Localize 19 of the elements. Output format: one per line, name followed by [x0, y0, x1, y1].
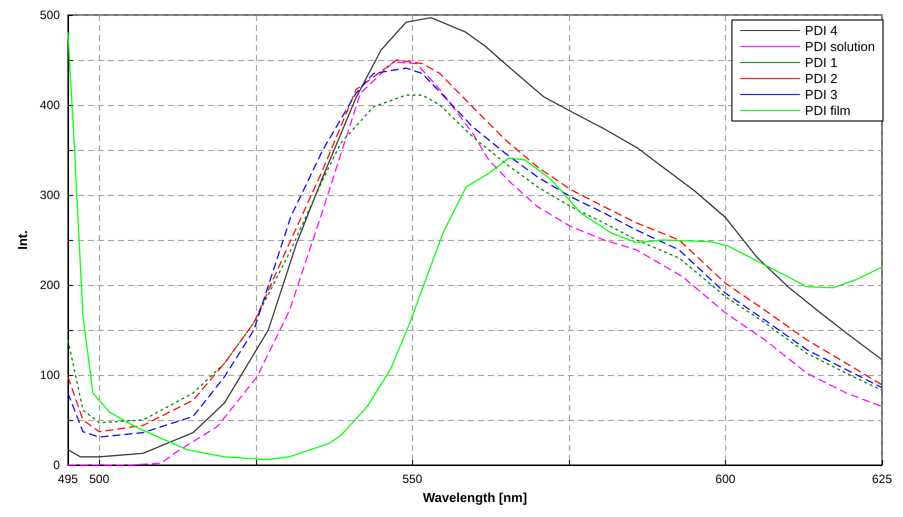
x-tick-label: 550	[402, 472, 423, 486]
x-axis-title: Wavelength [nm]	[422, 490, 528, 505]
legend-label: PDI 3	[804, 87, 838, 102]
legend-label: PDI film	[804, 103, 850, 118]
y-tick-label: 200	[40, 278, 60, 292]
legend-label: PDI 2	[804, 71, 838, 86]
y-axis-title: Int.	[15, 230, 30, 250]
legend-label: PDI solution	[804, 39, 876, 54]
y-tick-label: 100	[40, 368, 60, 382]
y-tick-label: 0	[53, 458, 60, 472]
x-tick-label: 500	[89, 472, 110, 486]
y-tick-label: 400	[40, 98, 60, 112]
x-tick-label: 495	[58, 472, 78, 486]
x-tick-label: 600	[715, 472, 736, 486]
y-tick-label: 500	[40, 8, 60, 22]
y-tick-label: 300	[40, 188, 60, 202]
legend-label: PDI 4	[804, 23, 838, 38]
x-tick-label: 625	[872, 472, 892, 486]
legend-label: PDI 1	[804, 55, 838, 70]
